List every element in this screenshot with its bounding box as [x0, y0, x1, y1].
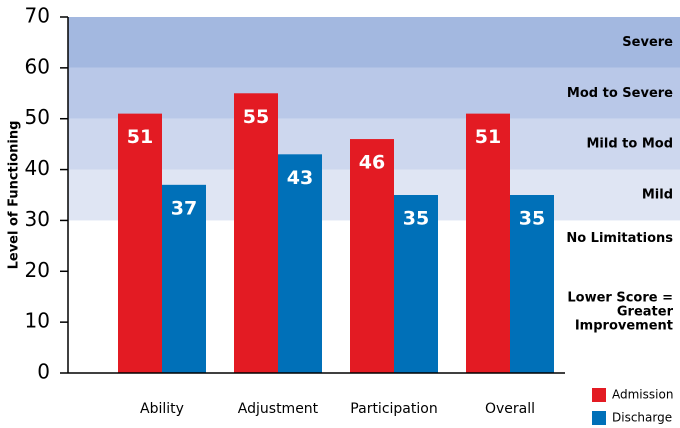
value-label: 51 [127, 126, 153, 148]
bar [510, 195, 554, 373]
value-label: 43 [287, 167, 313, 189]
bar [118, 113, 162, 373]
y-tick-label: 60 [25, 54, 50, 78]
x-tick-label: Ability [140, 401, 184, 417]
y-tick-label: 40 [25, 156, 50, 180]
x-tick-label: Participation [350, 401, 437, 417]
y-tick-label: 0 [37, 360, 50, 384]
band-label: Mild [642, 188, 673, 203]
bar [234, 93, 278, 374]
y-tick-label: 30 [25, 207, 50, 231]
value-label: 35 [403, 208, 429, 230]
annotation: Greater [617, 305, 674, 320]
value-label: 51 [475, 126, 501, 148]
bar [466, 113, 510, 373]
y-tick-label: 50 [25, 105, 50, 129]
value-label: 46 [359, 152, 385, 174]
y-tick-label: 70 [25, 4, 50, 28]
bar [278, 154, 322, 373]
band-label: Mod to Severe [567, 86, 673, 101]
value-label: 37 [171, 197, 197, 219]
x-tick-label: Overall [485, 401, 535, 417]
x-tick-label: Adjustment [238, 401, 319, 417]
annotation: Improvement [575, 319, 673, 334]
band-label: Mild to Mod [586, 137, 673, 152]
band-label: Severe [622, 35, 673, 50]
bar [350, 139, 394, 373]
band-label: No Limitations [566, 231, 673, 246]
y-tick-label: 10 [25, 309, 50, 333]
bar [394, 195, 438, 373]
band [68, 17, 680, 68]
legend-swatch [592, 388, 606, 402]
value-label: 55 [243, 106, 269, 128]
annotation: Lower Score = [567, 291, 673, 306]
value-label: 35 [519, 208, 545, 230]
y-axis-label: Level of Functioning [7, 121, 22, 270]
band [68, 67, 680, 119]
legend-swatch [592, 411, 606, 425]
bar [162, 184, 206, 373]
y-tick-label: 20 [25, 258, 50, 282]
legend-label: Admission [612, 388, 673, 402]
legend-label: Discharge [612, 411, 672, 425]
